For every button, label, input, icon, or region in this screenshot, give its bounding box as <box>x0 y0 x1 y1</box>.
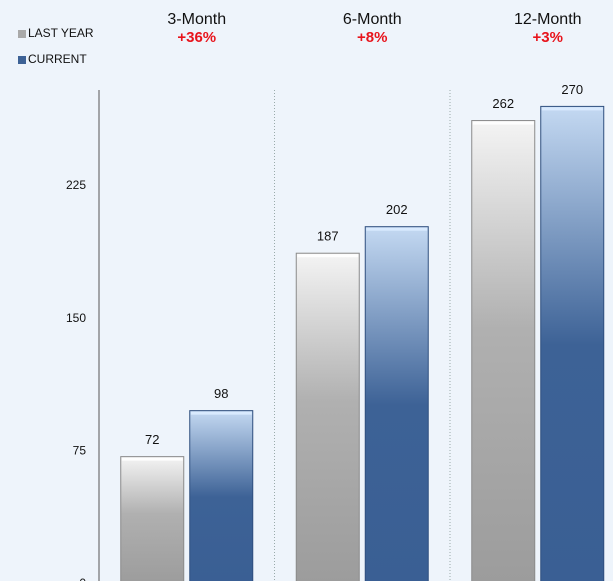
data-label: 72 <box>145 432 159 447</box>
y-tick-label: 0 <box>79 576 86 581</box>
bar-cap <box>297 254 359 258</box>
bar <box>540 105 605 581</box>
category-annotation: +3% <box>533 29 563 46</box>
bar-cap <box>541 107 603 111</box>
bar <box>364 226 429 581</box>
category-annotation: +8% <box>357 29 387 46</box>
bar-cap <box>366 227 428 231</box>
category-label: 12-Month <box>514 11 582 28</box>
bar <box>120 456 185 581</box>
data-label: 270 <box>561 82 583 97</box>
data-label: 202 <box>386 202 408 217</box>
bar-cap <box>121 457 183 461</box>
data-label: 98 <box>214 386 228 401</box>
legend-swatch <box>18 56 26 64</box>
category-label: 3-Month <box>167 11 226 28</box>
legend-label: LAST YEAR <box>28 26 94 40</box>
data-label: 262 <box>492 96 514 111</box>
bar <box>189 410 254 581</box>
legend-swatch <box>18 30 26 38</box>
bar-cap <box>472 121 534 125</box>
category-annotation: +36% <box>177 29 216 46</box>
bar <box>295 252 360 581</box>
bar <box>471 120 536 581</box>
y-tick-label: 150 <box>66 311 86 325</box>
bar-cap <box>190 411 252 415</box>
legend-label: CURRENT <box>28 52 87 66</box>
category-label: 6-Month <box>343 11 402 28</box>
y-tick-label: 225 <box>66 178 86 192</box>
data-label: 187 <box>317 229 339 244</box>
y-tick-label: 75 <box>73 444 87 458</box>
